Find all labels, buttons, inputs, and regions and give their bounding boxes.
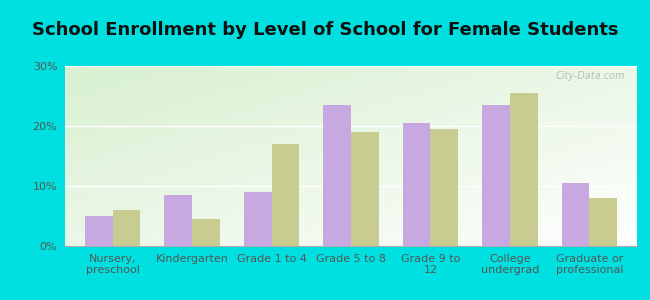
Bar <box>244 192 272 246</box>
Bar <box>192 219 220 246</box>
Bar <box>323 105 351 246</box>
Text: City-Data.com: City-Data.com <box>556 71 625 81</box>
Bar <box>351 132 379 246</box>
Bar <box>402 123 430 246</box>
Bar <box>590 198 617 246</box>
Bar <box>482 105 510 246</box>
Bar <box>430 129 458 246</box>
Bar <box>85 216 112 246</box>
Bar <box>562 183 590 246</box>
Bar <box>510 93 538 246</box>
Bar <box>164 195 192 246</box>
Bar <box>272 144 300 246</box>
Bar <box>112 210 140 246</box>
Text: School Enrollment by Level of School for Female Students: School Enrollment by Level of School for… <box>32 21 618 39</box>
